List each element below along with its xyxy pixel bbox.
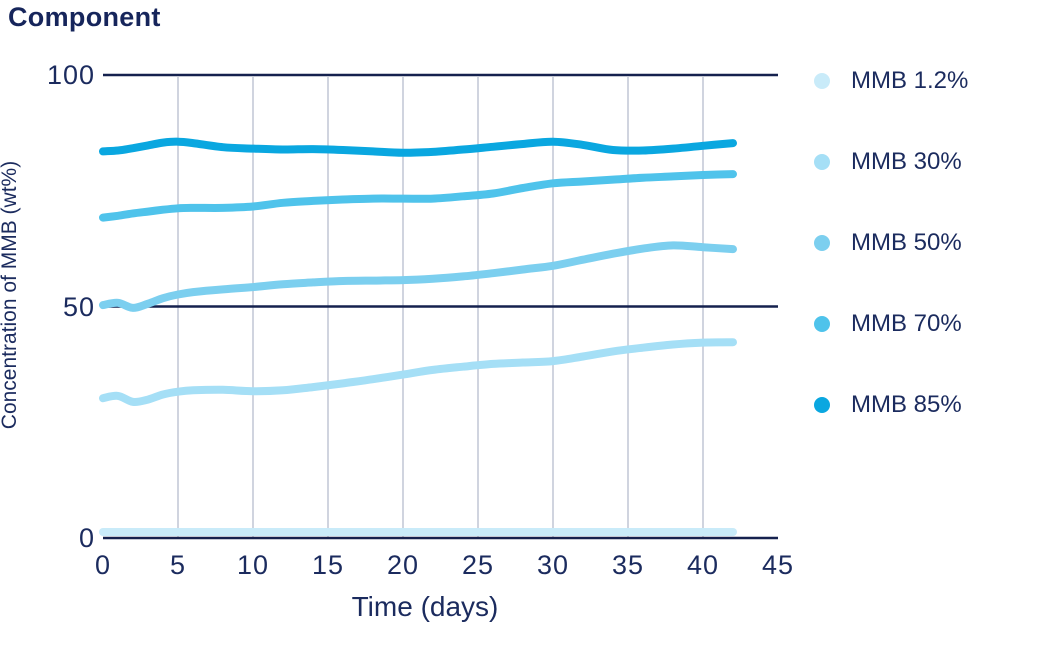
legend-swatch-icon [814, 154, 830, 170]
legend-label: MMB 30% [851, 148, 962, 175]
chart-legend: MMB 1.2% MMB 30% MMB 50% MMB 70% MMB 85% [806, 66, 1036, 420]
legend-label: MMB 85% [851, 391, 962, 418]
legend-swatch-icon [814, 397, 830, 413]
x-axis-title: Time (days) [351, 591, 499, 622]
chart-title: Component [8, 2, 161, 32]
legend-swatch-icon [814, 316, 830, 332]
legend-swatch-icon [814, 73, 830, 89]
series-line-mmb-85- [99, 137, 737, 157]
y-tick-label-100: 100 [46, 60, 95, 90]
legend-item-mmb-70-: MMB 70% [806, 309, 1036, 339]
y-tick-label-0: 0 [78, 523, 95, 553]
x-tick-label-30: 30 [536, 550, 570, 580]
legend-label: MMB 70% [851, 310, 962, 337]
series-line-mmb-70- [99, 170, 737, 222]
series-line-mmb-30- [99, 338, 737, 407]
x-tick-label-0: 0 [94, 550, 112, 580]
x-tick-label-15: 15 [311, 550, 345, 580]
y-tick-label-50: 50 [62, 291, 95, 322]
x-tick-label-25: 25 [461, 550, 495, 580]
legend-item-mmb-85-: MMB 85% [806, 390, 1036, 420]
x-tick-label-35: 35 [611, 550, 645, 580]
series-line-mmb-50- [99, 241, 737, 312]
legend-item-mmb-1-2-: MMB 1.2% [806, 66, 1036, 96]
x-tick-label-20: 20 [386, 550, 420, 580]
legend-item-mmb-50-: MMB 50% [806, 228, 1036, 258]
x-tick-label-45: 45 [761, 550, 795, 580]
legend-label: MMB 50% [851, 229, 962, 256]
legend-item-mmb-30-: MMB 30% [806, 147, 1036, 177]
x-tick-label-5: 5 [169, 550, 187, 580]
x-tick-label-10: 10 [236, 550, 270, 580]
x-tick-label-40: 40 [686, 550, 720, 580]
legend-label: MMB 1.2% [851, 67, 969, 94]
legend-swatch-icon [814, 235, 830, 251]
